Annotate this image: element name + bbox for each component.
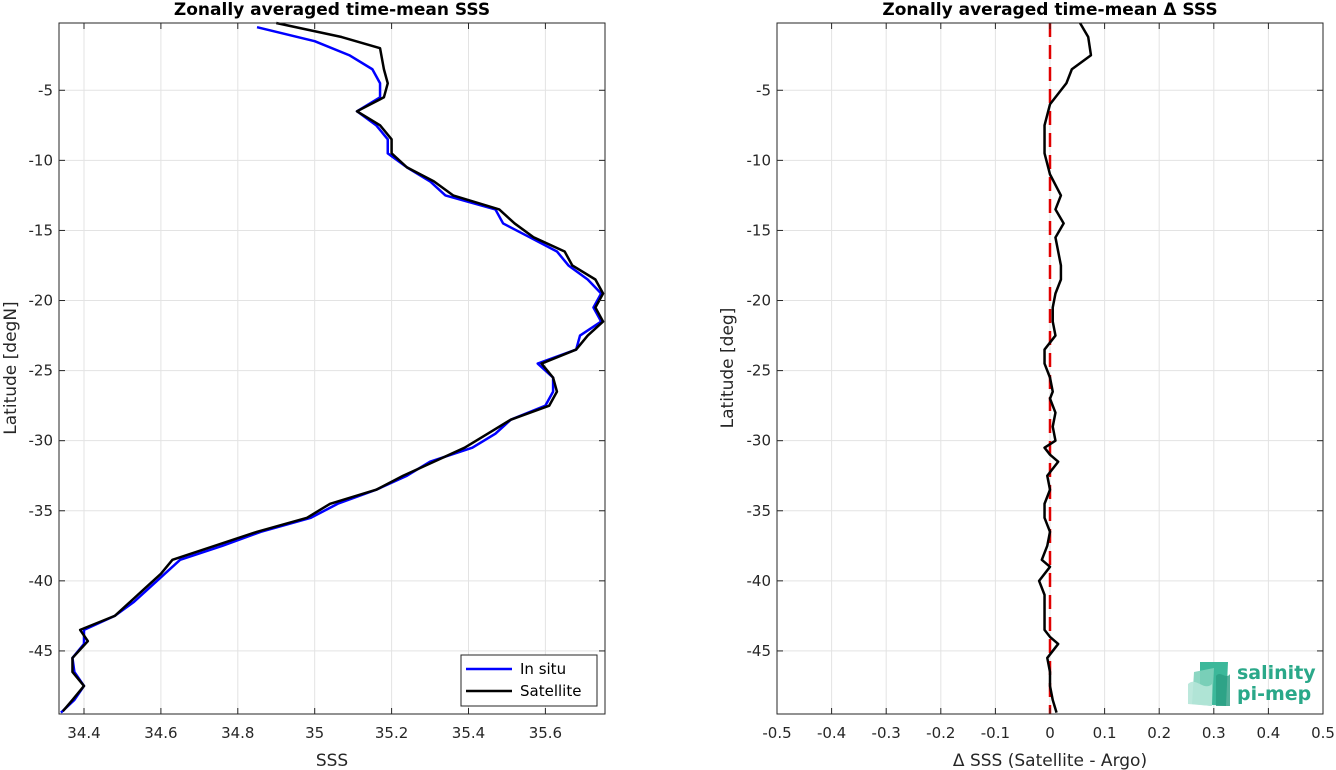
sss-series — [60, 21, 605, 714]
dsss-ytick-label-7: -40 — [747, 572, 772, 590]
sss-xlabel: SSS — [316, 751, 348, 770]
dsss-xtick-label-7: 0.2 — [1147, 724, 1171, 742]
salinity-pi-mep-logo: salinity pi-mep — [1188, 662, 1316, 706]
dsss-xtick-label-2: -0.3 — [872, 724, 901, 742]
sss-ytick-label-5: -30 — [29, 432, 54, 450]
sss-xtick-label-3: 35 — [305, 724, 324, 742]
dsss-ticks: -0.5 -0.4 -0.3 -0.2 -0.1 0 0.1 0.2 0.3 0.4 0.5 -5 -1… — [747, 23, 1335, 742]
dsss-ytick-label-4: -25 — [747, 362, 772, 380]
legend-label-satellite: Satellite — [520, 682, 581, 700]
sss-xtick-label-5: 35.4 — [452, 724, 485, 742]
logo-text-line1: salinity — [1237, 662, 1316, 684]
dsss-ytick-label-1: -10 — [747, 151, 772, 169]
sss-series-line-1 — [61, 21, 605, 713]
sss-ytick-label-3: -20 — [29, 292, 54, 310]
legend-box — [460, 654, 598, 707]
sss-ylabel: Latitude [degN] — [1, 301, 21, 434]
dsss-xtick-label-8: 0.3 — [1202, 724, 1226, 742]
sss-ytick-label-6: -35 — [29, 502, 54, 520]
dsss-ylabel: Latitude [deg] — [718, 308, 738, 429]
dsss-ytick-label-8: -45 — [747, 642, 772, 660]
dsss-xlabel: Δ SSS (Satellite - Argo) — [953, 751, 1147, 770]
sss-ytick-label-1: -10 — [29, 151, 54, 169]
logo-wave-icon — [1188, 662, 1230, 706]
sss-ytick-label-2: -15 — [29, 221, 54, 239]
sss-ytick-label-8: -45 — [29, 642, 54, 660]
sss-ytick-label-4: -25 — [29, 362, 54, 380]
dsss-ytick-label-5: -30 — [747, 432, 772, 450]
dsss-xtick-label-4: -0.1 — [981, 724, 1010, 742]
sss-xtick-label-1: 34.6 — [144, 724, 177, 742]
dsss-xtick-label-6: 0.1 — [1093, 724, 1117, 742]
sss-title: Zonally averaged time-mean SSS — [174, 0, 490, 20]
dsss-xtick-label-9: 0.4 — [1256, 724, 1280, 742]
legend-label-in-situ: In situ — [520, 660, 566, 678]
sss-xtick-label-4: 35.2 — [375, 724, 408, 742]
dsss-xtick-label-10: 0.5 — [1311, 724, 1335, 742]
sss-series-line-0 — [60, 25, 603, 714]
sss-ticks: 34.4 34.6 34.8 35 35.2 35.4 35.6 -5 -10 -15 -20 -25… — [29, 23, 605, 742]
dsss-xtick-label-5: 0 — [1045, 724, 1055, 742]
dsss-ytick-label-3: -20 — [747, 292, 772, 310]
dsss-xtick-label-0: -0.5 — [762, 724, 791, 742]
sss-axes-frame — [58, 22, 606, 715]
sss-xtick-label-2: 34.8 — [221, 724, 254, 742]
dsss-xtick-label-1: -0.4 — [817, 724, 846, 742]
sss-xtick-label-6: 35.6 — [529, 724, 562, 742]
sss-plot-area — [59, 23, 605, 714]
dsss-title: Zonally averaged time-mean Δ SSS — [882, 0, 1217, 20]
sss-legend: In situ Satellite — [460, 654, 598, 707]
sss-ytick-label-0: -5 — [38, 81, 53, 99]
sss-ytick-label-7: -40 — [29, 572, 54, 590]
dsss-axes: -0.5 -0.4 -0.3 -0.2 -0.1 0 0.1 0.2 0.3 0.4 0.5 -5 -1… — [718, 0, 1335, 770]
sss-xtick-label-0: 34.4 — [67, 724, 100, 742]
dsss-ytick-label-6: -35 — [747, 502, 772, 520]
dsss-xtick-label-3: -0.2 — [926, 724, 955, 742]
dsss-ytick-label-0: -5 — [756, 81, 771, 99]
sss-grid — [59, 23, 605, 714]
logo-text-line2: pi-mep — [1237, 683, 1311, 705]
dsss-ytick-label-2: -15 — [747, 221, 772, 239]
sss-axes: 34.4 34.6 34.8 35 35.2 35.4 35.6 -5 -10 -15 -20 -25… — [1, 0, 606, 770]
dsss-series-line-0 — [1037, 22, 1093, 713]
dsss-series — [1037, 22, 1093, 713]
